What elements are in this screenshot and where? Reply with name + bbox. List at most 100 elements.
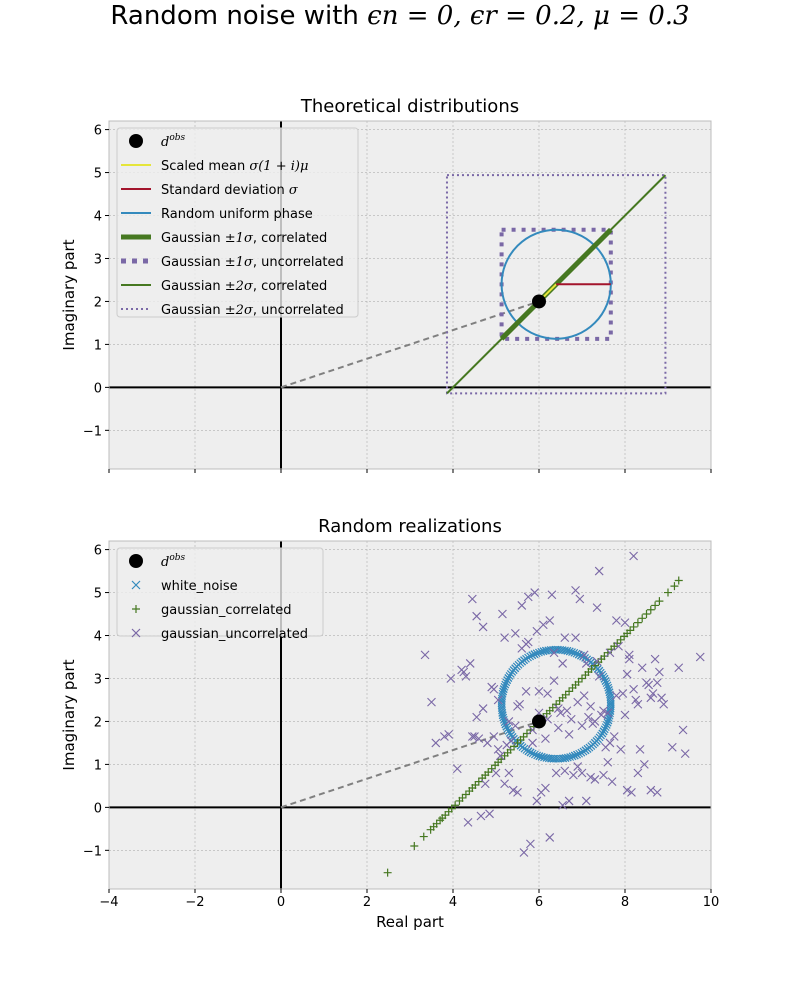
gaussian-uncorrelated-point: [556, 708, 565, 718]
white-noise-point: [572, 649, 581, 658]
gaussian-uncorrelated-point: [528, 725, 537, 735]
legend-label-0: dobs: [161, 553, 186, 570]
gaussian-uncorrelated-point: [612, 691, 621, 701]
gaussian-uncorrelated-point: [657, 693, 666, 703]
figure-title: Random noise with ϵn = 0, ϵr = 0.2, μ = …: [0, 0, 800, 32]
gaussian-uncorrelated-point: [493, 744, 503, 754]
gaussian-uncorrelated-point: [605, 648, 615, 658]
gaussian-correlated-point: [471, 781, 480, 790]
gaussian-uncorrelated-point: [590, 717, 600, 726]
y-tick-label: 6: [94, 124, 102, 139]
gaussian-correlated-point: [646, 605, 655, 614]
white-noise-point: [498, 708, 507, 717]
gaussian-uncorrelated-point: [652, 787, 662, 797]
gaussian-uncorrelated-point: [605, 738, 615, 748]
white-noise-point: [533, 751, 542, 760]
dashed-origin-line: [280, 720, 540, 809]
gaussian-uncorrelated-point: [642, 678, 651, 688]
gaussian-uncorrelated-point: [603, 757, 613, 767]
white-noise-point: [566, 753, 575, 761]
gaussian-uncorrelated-point: [566, 714, 576, 724]
legend-label-4: Gaussian ±1σ, correlated: [161, 231, 327, 246]
gaussian-uncorrelated-point: [553, 704, 563, 713]
gaussian-correlated-point: [447, 804, 456, 813]
gaussian-uncorrelated-point: [510, 721, 520, 731]
white-noise-point: [605, 688, 614, 697]
gaussian-uncorrelated-point: [538, 620, 548, 630]
gaussian-uncorrelated-point: [650, 654, 660, 664]
white-noise-point: [535, 648, 543, 657]
white-noise-point: [603, 681, 612, 690]
gaussian-uncorrelated-point: [508, 785, 518, 795]
gaussian-uncorrelated-point: [476, 811, 486, 821]
gaussian-uncorrelated-point: [631, 695, 641, 705]
gaussian-uncorrelated-point: [620, 710, 630, 720]
white-noise-point: [526, 748, 535, 757]
gaussian-uncorrelated-point: [620, 618, 630, 628]
gaussian-correlated-point: [638, 614, 647, 623]
gaussian-uncorrelated-point: [573, 697, 583, 707]
x-tick-label: 8: [621, 895, 629, 910]
gaussian-correlated-point: [642, 610, 651, 619]
white-noise-point: [502, 722, 511, 731]
gaussian-correlated-point: [461, 790, 470, 799]
y-tick-label: 0: [94, 801, 102, 816]
gaussian-uncorrelated-point: [513, 702, 522, 711]
white-noise-point: [604, 716, 613, 725]
legend-label-7: Gaussian ±2σ, uncorrelated: [161, 303, 344, 318]
gaussian-uncorrelated-point: [581, 659, 591, 668]
gaussian-uncorrelated-point: [586, 702, 595, 711]
gaussian-uncorrelated-point: [541, 734, 550, 744]
gaussian-uncorrelated-point: [558, 800, 568, 810]
white-noise-point: [570, 751, 579, 760]
gaussian-correlated-point: [655, 597, 664, 606]
gaussian-uncorrelated-point: [500, 779, 509, 789]
y-tick-label: 2: [94, 715, 102, 730]
gaussian-uncorrelated-point: [500, 633, 509, 643]
gaussian-correlated-point: [616, 635, 625, 644]
gaussian-uncorrelated-point: [648, 689, 658, 698]
white-noise-point: [561, 754, 570, 762]
legend: dobs Scaled mean σ(1 + i)μ Standard deviat…: [116, 127, 359, 318]
white-noise-point: [575, 749, 584, 758]
x-tick-label: −4: [99, 895, 118, 910]
x-tick-label: 6: [535, 895, 543, 910]
gaussian-uncorrelated-point: [633, 699, 643, 709]
y-tick-label: 5: [94, 167, 102, 182]
gaussian-uncorrelated-point: [652, 678, 662, 688]
gaussian-correlated-point: [565, 687, 574, 696]
white-noise-point: [606, 702, 615, 711]
white-noise-point: [530, 650, 539, 659]
legend-handle-0: [129, 554, 143, 568]
white-noise-point: [499, 685, 508, 693]
legend-box: [116, 547, 324, 637]
gaussian-uncorrelated-point: [599, 706, 608, 716]
gaussian-uncorrelated-point: [659, 699, 669, 709]
legend-handle-1: [131, 580, 141, 590]
white-noise-point: [599, 727, 608, 736]
gaussian-uncorrelated-point: [543, 689, 552, 698]
white-noise-point: [539, 647, 548, 656]
gaussian-uncorrelated-point: [431, 738, 441, 748]
gaussian-uncorrelated-point: [534, 686, 544, 696]
white-noise-point: [542, 646, 550, 655]
gaussian-uncorrelated-point: [646, 693, 656, 703]
legend-label-5: Gaussian ±1σ, uncorrelated: [161, 255, 344, 270]
gaussian-correlated-point: [451, 801, 460, 810]
gaussian-uncorrelated-point: [498, 609, 507, 619]
y-axis-label: Imaginary part: [60, 239, 78, 350]
gaussian-correlated-point: [626, 626, 635, 635]
white-noise-point: [532, 649, 541, 658]
gaussian-uncorrelated-point: [646, 785, 656, 795]
white-noise-point: [504, 726, 513, 735]
gaussian-uncorrelated-point: [622, 669, 632, 679]
gaussian-uncorrelated-point: [635, 744, 645, 754]
gaussian-uncorrelated-point: [581, 796, 591, 806]
gaussian-uncorrelated-point: [674, 663, 684, 673]
gaussian-correlated-point: [633, 618, 642, 627]
gaussian-uncorrelated-point: [607, 777, 617, 786]
gaussian-uncorrelated-point: [627, 787, 636, 797]
y-tick-label: 2: [94, 295, 102, 310]
gaussian-correlated-point: [458, 793, 467, 802]
gaussian-uncorrelated-point: [569, 770, 578, 780]
